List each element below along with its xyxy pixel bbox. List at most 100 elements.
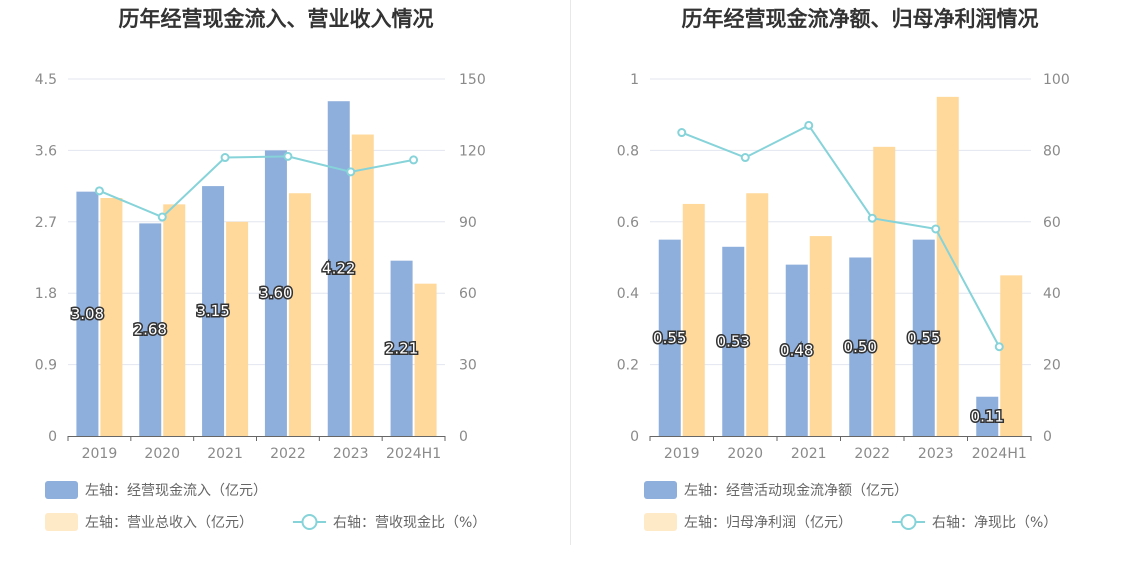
net-cash-profit-chart: 历年经营现金流净额、归母净利润情况 0 0 0.2 20 0.4 40 0.6 60 0.8 80 1…	[571, 0, 1134, 545]
net-cash-profit-chart-svg: 历年经营现金流净额、归母净利润情况 0 0 0.2 20 0.4 40 0.6 60 0.8 80 1…	[617, 7, 1070, 531]
bar-data-label: 0.50	[844, 338, 877, 356]
bar-data-label: 0.55	[653, 329, 686, 347]
left-axis-tick-label: 0.4	[617, 286, 639, 302]
bar-net-profit	[1000, 275, 1023, 436]
x-axis-tick-label: 2022	[854, 446, 890, 462]
bar-data-label: 0.11	[971, 407, 1004, 425]
legend-swatch-bar	[45, 513, 78, 531]
ratio-line	[99, 155, 414, 219]
bar-net-profit	[873, 146, 896, 436]
ratio-point	[867, 213, 877, 223]
legend-label: 右轴：净现比（%）	[932, 515, 1057, 531]
ratio-point	[931, 224, 941, 234]
legend-label: 左轴：营业总收入（亿元）	[85, 515, 253, 531]
left-axis-tick-label: 0.6	[617, 215, 639, 231]
bar-total-revenue	[288, 193, 311, 436]
x-axis-tick-label: 2024H1	[972, 446, 1027, 462]
legend-label: 左轴：归母净利润（亿元）	[684, 514, 852, 531]
right-axis-tick-label: 100	[1043, 72, 1070, 88]
bar-net-profit	[682, 203, 705, 436]
bar-net-profit	[936, 96, 959, 436]
bar-total-revenue	[226, 221, 249, 436]
legend-label: 左轴：经营现金流入（亿元）	[85, 483, 267, 499]
ratio-point	[94, 186, 104, 196]
right-axis-tick-label: 0	[1043, 429, 1052, 445]
legend-swatch-marker	[900, 514, 917, 530]
x-axis-tick-label: 2020	[144, 446, 180, 462]
ratio-point	[346, 167, 356, 177]
chart-title: 历年经营现金流入、营业收入情况	[119, 7, 434, 31]
bar-cash-inflow	[390, 260, 413, 436]
bar-data-label: 3.08	[71, 305, 104, 323]
bar-total-revenue	[100, 198, 123, 436]
legend-swatch-bar	[45, 481, 78, 499]
bar-net-operating-cash	[849, 257, 872, 436]
bar-cash-inflow	[202, 186, 225, 436]
bar-data-label: 4.22	[322, 260, 355, 278]
ratio-point	[283, 151, 293, 161]
x-axis-tick-label: 2023	[333, 446, 369, 462]
bar-net-profit	[746, 193, 769, 436]
x-axis-tick-label: 2022	[270, 446, 306, 462]
left-axis-tick-label: 1	[630, 72, 639, 88]
bar-data-label: 0.55	[907, 329, 940, 347]
bar-cash-inflow	[76, 191, 99, 436]
left-axis-tick-label: 1.8	[35, 286, 57, 302]
right-axis-tick-label: 90	[459, 215, 477, 231]
ratio-point	[677, 128, 687, 138]
cash-inflow-revenue-chart-svg: 历年经营现金流入、营业收入情况 0 0 0.9 30 1.8 60 2.7 90 3.6 120 4.…	[35, 7, 486, 531]
ratio-point	[740, 153, 750, 163]
bar-data-label: 2.21	[385, 339, 418, 357]
right-axis-tick-label: 150	[459, 72, 486, 88]
ratio-point	[994, 342, 1004, 352]
cash-inflow-revenue-chart: 历年经营现金流入、营业收入情况 0 0 0.9 30 1.8 60 2.7 90 3.6 120 4.…	[0, 0, 570, 545]
left-axis-tick-label: 4.5	[35, 72, 57, 88]
ratio-point	[220, 153, 230, 163]
bar-net-operating-cash	[976, 396, 999, 436]
x-axis-tick-label: 2019	[664, 446, 700, 462]
bar-total-revenue	[163, 204, 186, 436]
bar-data-label: 2.68	[134, 321, 167, 339]
ratio-point	[409, 155, 419, 165]
left-axis-tick-label: 0.8	[617, 143, 639, 159]
panel-divider	[570, 0, 571, 545]
left-axis-tick-label: 0.2	[617, 358, 639, 374]
bar-data-label: 0.48	[780, 341, 813, 359]
x-axis-tick-label: 2023	[918, 446, 954, 462]
bar-cash-inflow	[139, 223, 162, 436]
x-axis-tick-label: 2021	[207, 446, 243, 462]
right-axis-tick-label: 0	[459, 429, 468, 445]
bar-net-operating-cash	[785, 264, 808, 436]
bar-data-label: 3.15	[196, 302, 229, 320]
right-axis-tick-label: 20	[1043, 358, 1061, 374]
right-axis-tick-label: 40	[1043, 286, 1061, 302]
left-axis-tick-label: 0.9	[35, 358, 57, 374]
right-axis-tick-label: 60	[1043, 215, 1061, 231]
bar-data-label: 0.53	[717, 332, 750, 350]
x-axis-tick-label: 2024H1	[386, 446, 441, 462]
legend-label: 右轴：营收现金比（%）	[333, 515, 486, 531]
legend-swatch-bar	[644, 513, 677, 531]
legend-label: 左轴：经营活动现金流净额（亿元）	[684, 483, 908, 499]
ratio-point	[157, 212, 167, 222]
chart-title: 历年经营现金流净额、归母净利润情况	[682, 7, 1039, 31]
bar-net-operating-cash	[658, 239, 681, 436]
right-axis-tick-label: 60	[459, 286, 477, 302]
right-axis-tick-label: 30	[459, 358, 477, 374]
x-axis-tick-label: 2020	[727, 446, 763, 462]
ratio-line	[681, 124, 1001, 348]
x-axis-tick-label: 2019	[82, 446, 118, 462]
bar-cash-inflow	[264, 150, 287, 436]
x-axis-tick-label: 2021	[791, 446, 827, 462]
bar-net-profit	[809, 236, 832, 436]
bar-net-operating-cash	[722, 246, 745, 436]
left-axis-tick-label: 2.7	[35, 215, 57, 231]
left-axis-tick-label: 0	[48, 429, 57, 445]
bar-net-operating-cash	[912, 239, 935, 436]
legend-swatch-bar	[644, 481, 677, 499]
bar-total-revenue	[351, 134, 374, 437]
right-axis-tick-label: 80	[1043, 143, 1061, 159]
bar-cash-inflow	[327, 101, 350, 437]
ratio-point	[804, 120, 814, 130]
legend-swatch-marker	[301, 514, 318, 530]
